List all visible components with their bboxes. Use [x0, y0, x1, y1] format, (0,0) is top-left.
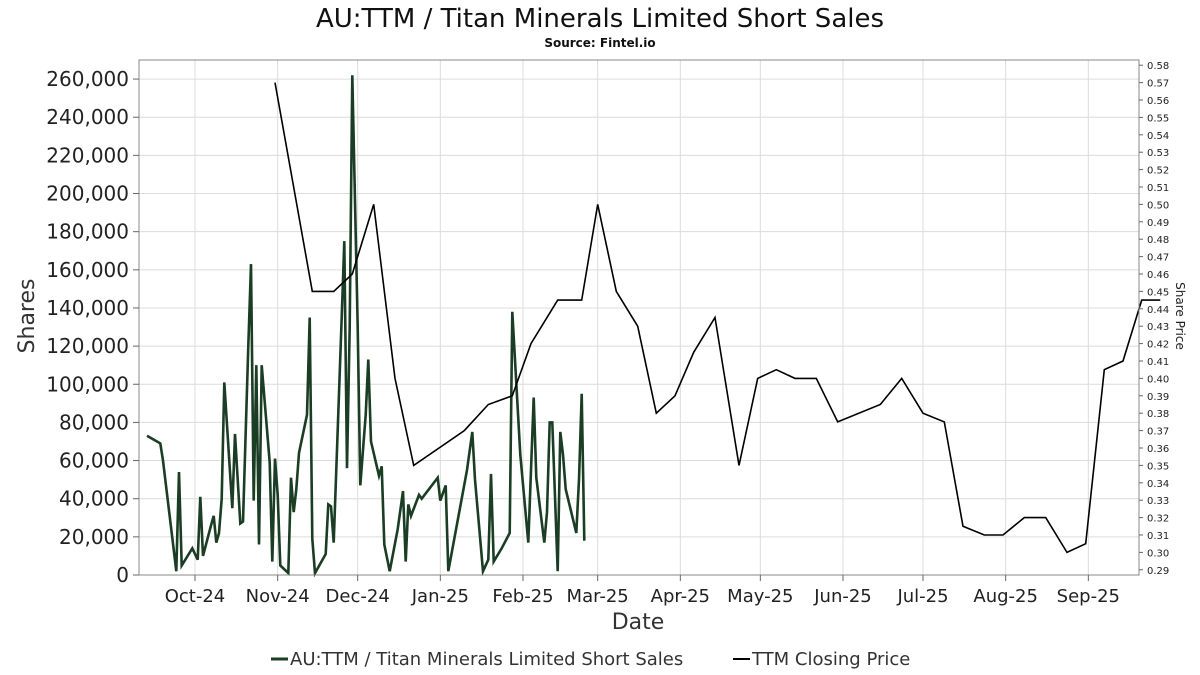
y-right-tick-label: 0.51 [1147, 183, 1169, 194]
y-left-tick-label: 80,000 [59, 410, 129, 434]
series-lines [146, 75, 1161, 578]
y-left-tick-label: 40,000 [59, 487, 129, 511]
y-left-tick-label: 120,000 [46, 334, 129, 358]
y-axis-left-ticks: 0 20,000 40,000 60,000 80,000 100,000 120,000 1… [46, 67, 139, 587]
x-tick-label: Nov-24 [246, 586, 310, 607]
chart-subtitle: Source: Fintel.io [544, 36, 655, 50]
y-right-tick-label: 0.52 [1147, 166, 1169, 177]
y-right-tick-label: 0.38 [1147, 409, 1169, 420]
y-left-tick-label: 60,000 [59, 449, 129, 473]
y-right-tick-label: 0.46 [1147, 270, 1169, 281]
legend: AU:TTM / Titan Minerals Limited Short Sa… [271, 649, 910, 670]
series-line-short-sales [146, 75, 586, 578]
y-left-tick-label: 140,000 [46, 296, 129, 320]
y-right-tick-label: 0.42 [1147, 340, 1169, 351]
x-tick-label: Dec-24 [326, 586, 390, 607]
y-right-tick-label: 0.56 [1147, 96, 1169, 107]
x-tick-label: Sep-25 [1057, 586, 1120, 607]
y-right-tick-label: 0.40 [1147, 374, 1169, 385]
x-tick-label: May-25 [727, 586, 793, 607]
y-right-tick-label: 0.54 [1147, 131, 1169, 142]
y-left-tick-label: 0 [116, 563, 129, 587]
y-right-tick-label: 0.30 [1147, 548, 1169, 559]
y-right-tick-label: 0.58 [1147, 61, 1169, 72]
y-right-tick-label: 0.43 [1147, 322, 1169, 333]
y-right-tick-label: 0.49 [1147, 218, 1169, 229]
x-axis-title: Date [612, 610, 665, 635]
legend-label-short-sales: AU:TTM / Titan Minerals Limited Short Sa… [290, 649, 683, 670]
y-left-tick-label: 260,000 [46, 67, 129, 91]
y-left-tick-label: 160,000 [46, 258, 129, 282]
y-right-tick-label: 0.31 [1147, 531, 1169, 542]
y-right-tick-label: 0.39 [1147, 392, 1169, 403]
y-right-tick-label: 0.37 [1147, 427, 1169, 438]
y-right-tick-label: 0.57 [1147, 79, 1169, 90]
x-tick-label: Jun-25 [813, 586, 872, 607]
chart-title: AU:TTM / Titan Minerals Limited Short Sa… [316, 4, 884, 34]
legend-label-closing-price: TTM Closing Price [751, 649, 910, 670]
y-right-tick-label: 0.50 [1147, 200, 1169, 211]
y-right-tick-label: 0.32 [1147, 514, 1169, 525]
x-tick-label: Jul-25 [896, 586, 948, 607]
y-right-tick-label: 0.33 [1147, 496, 1169, 507]
plot-frame [138, 59, 1140, 576]
y-left-tick-label: 180,000 [46, 220, 129, 244]
y-right-tick-label: 0.45 [1147, 287, 1169, 298]
y-left-tick-label: 200,000 [46, 182, 129, 206]
x-tick-label: Mar-25 [567, 586, 629, 607]
y-left-tick-label: 100,000 [46, 372, 129, 396]
series-line-closing-price [274, 82, 1161, 554]
y-right-tick-label: 0.29 [1147, 566, 1169, 577]
y-right-tick-label: 0.41 [1147, 357, 1169, 368]
y-left-tick-label: 240,000 [46, 105, 129, 129]
y-right-tick-label: 0.36 [1147, 444, 1169, 455]
y-axis-left-title: Shares [15, 279, 40, 354]
y-axis-right-title: Share Price [1173, 282, 1187, 350]
x-tick-label: Oct-24 [165, 586, 226, 607]
y-right-tick-label: 0.34 [1147, 479, 1169, 490]
y-right-tick-label: 0.47 [1147, 253, 1169, 264]
y-right-tick-label: 0.55 [1147, 113, 1169, 124]
y-right-tick-label: 0.44 [1147, 305, 1169, 316]
gridlines [139, 60, 1139, 576]
y-right-tick-label: 0.35 [1147, 461, 1169, 472]
y-left-tick-label: 220,000 [46, 143, 129, 167]
y-axis-right-ticks: 0.29 0.30 0.31 0.32 0.33 0.34 0.35 0.36 0.37 0.38… [1139, 61, 1169, 577]
x-tick-label: Jan-25 [411, 586, 469, 607]
y-right-tick-label: 0.48 [1147, 235, 1169, 246]
x-tick-label: Apr-25 [651, 586, 710, 607]
y-left-tick-label: 20,000 [59, 525, 129, 549]
x-tick-label: Feb-25 [492, 586, 553, 607]
x-tick-label: Aug-25 [973, 586, 1038, 607]
x-axis-ticks: Oct-24 Nov-24 Dec-24 Jan-25 Feb-25 Mar-25 Apr-… [165, 575, 1120, 607]
y-right-tick-label: 0.53 [1147, 148, 1169, 159]
